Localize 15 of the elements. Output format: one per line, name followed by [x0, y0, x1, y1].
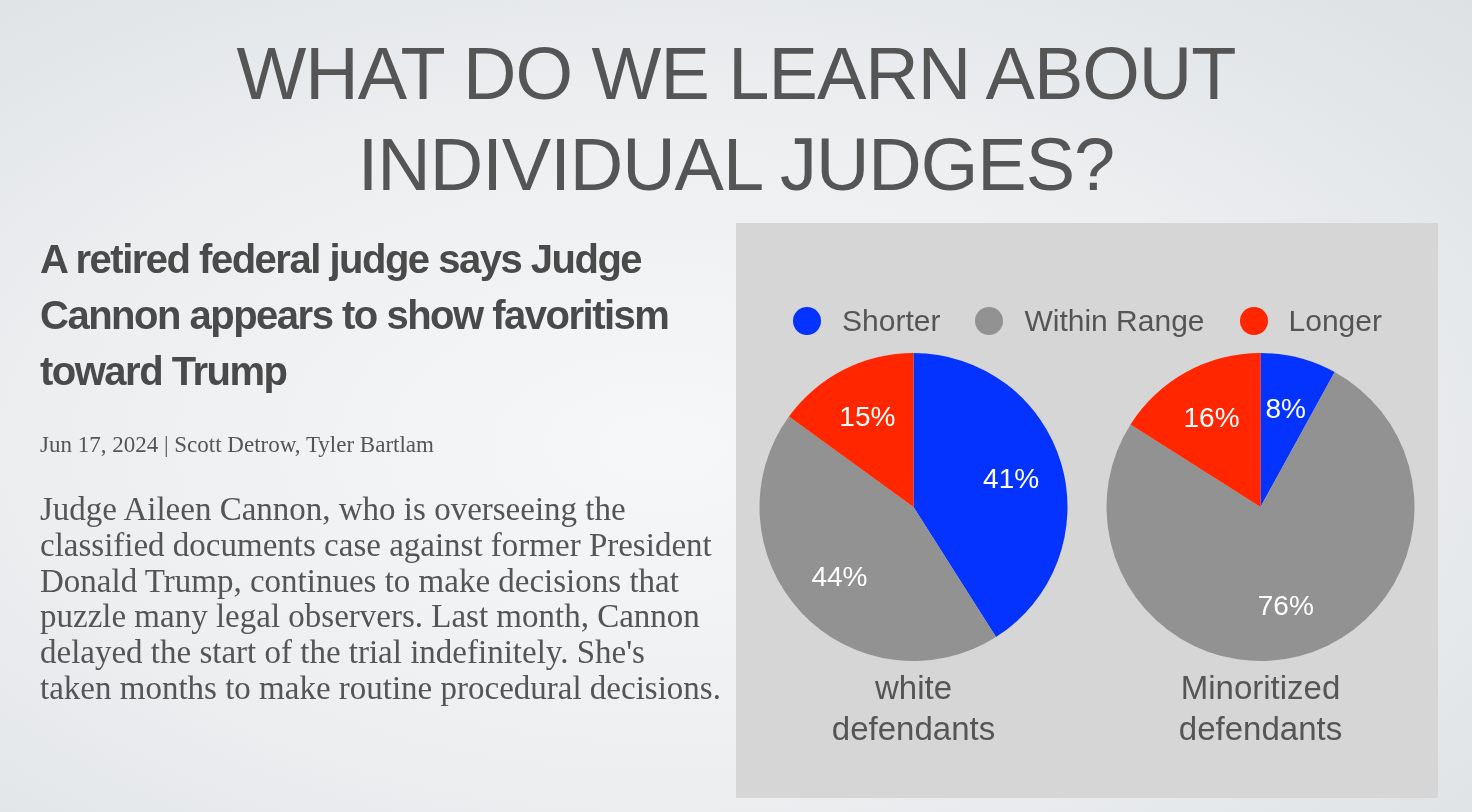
slice-label: Minoritized defendants: [1177, 668, 1344, 749]
slice-label: white defendants: [830, 668, 997, 749]
text: Judge Aileen Cannon, who is overseeing the classified documents case against former President Donald Trump, continues to make decisions that puzzle many legal observers. Last month, Cannon delayed the start of the trial indefinitely. She's taken months to make routine procedural decisions.: [40, 491, 722, 707]
data-label: 76%: [1257, 589, 1314, 621]
data-label: 8%: [1265, 393, 1307, 425]
legend-label: Shorter: [842, 304, 941, 338]
text: Jun 17, 2024 | Scott Detrow, Tyler Bartlam: [40, 431, 435, 459]
text: WHAT DO WE LEARN ABOUT INDIVIDUAL JUDGES?: [235, 31, 1237, 208]
data-label: 15%: [839, 400, 896, 432]
legend-label: Longer: [1288, 304, 1382, 338]
text: A retired federal judge says Judge Cannon appears to show favoritism toward Trump: [40, 236, 670, 395]
data-label: 44%: [811, 561, 868, 593]
legend-label: Within Range: [1024, 304, 1205, 338]
data-label: 16%: [1183, 402, 1240, 434]
data-label: 41%: [983, 463, 1040, 495]
